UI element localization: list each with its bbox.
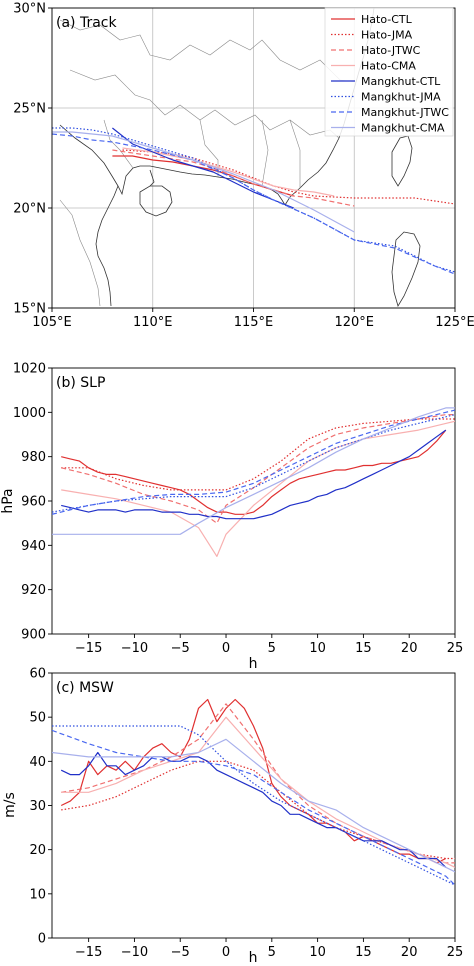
msw-y-tick-label: 20 — [29, 843, 46, 858]
track-y-tick-label: 20°N — [13, 202, 46, 217]
legend-label: Hato-CMA — [361, 60, 416, 73]
msw-x-tick-label: 15 — [355, 945, 372, 960]
track-x-tick-label: 115°E — [234, 315, 274, 330]
slp-series — [52, 407, 455, 558]
vietnam-coast — [95, 185, 119, 307]
track-x-tick-label: 125°E — [435, 315, 474, 330]
msw-x-tick-label: 0 — [222, 945, 230, 960]
slp-x-tick-label: −5 — [171, 641, 190, 656]
slp-panel: −15 −10 −5 0 5 10 15 20 25 900 920 940 960 980 1000 102… — [0, 362, 463, 673]
leizhou-peninsula — [149, 169, 155, 187]
luzon-island — [391, 231, 421, 307]
msw-series-mangkhut-jtwc — [52, 729, 455, 886]
slp-y-axis-label: hPa — [0, 488, 16, 513]
msw-y-tick-label: 50 — [29, 711, 46, 726]
taiwan-island — [391, 135, 413, 187]
slp-y-tick-label: 900 — [21, 628, 46, 643]
slp-series-mangkhut-ctl — [61, 429, 447, 520]
slp-y-tick-label: 920 — [21, 583, 46, 598]
track-x-tick-label: 105°E — [32, 315, 72, 330]
slp-y-tick-label: 960 — [21, 495, 46, 510]
track-panel-title: (a) Track — [56, 15, 117, 31]
slp-y-tick-label: 980 — [21, 450, 46, 465]
msw-x-tick-label: −15 — [75, 945, 102, 960]
msw-x-tick-label: −5 — [171, 945, 190, 960]
hainan-island — [139, 185, 173, 217]
msw-series — [52, 698, 455, 886]
msw-series-mangkhut-ctl — [60, 751, 447, 868]
slp-y-tick-label: 940 — [21, 539, 46, 554]
track-x-tick-label: 110°E — [133, 315, 173, 330]
msw-lines — [52, 698, 455, 886]
legend-label: Mangkhut-CTL — [361, 75, 441, 88]
legend-label: Hato-JMA — [361, 29, 413, 42]
legend-label: Hato-CTL — [361, 13, 413, 26]
track-ticks: 105°E 110°E 115°E 120°E 125°E 15°N 20°N 25°N 30°… — [13, 2, 474, 331]
slp-x-tick-label: 20 — [401, 641, 418, 656]
province-border-2 — [69, 69, 340, 139]
msw-ticks: −15 −10 −5 0 5 10 15 20 25 0 10 20 30 40 50 60 — [29, 667, 463, 961]
track-series — [52, 127, 455, 275]
slp-ticks: −15 −10 −5 0 5 10 15 20 25 900 920 940 960 980 1000 102… — [13, 362, 463, 657]
msw-x-tick-label: 25 — [447, 945, 464, 960]
msw-y-tick-label: 30 — [29, 799, 46, 814]
slp-y-tick-label: 1020 — [13, 362, 46, 377]
slp-panel-title: (b) SLP — [56, 375, 105, 391]
msw-x-axis-label: h — [249, 950, 258, 966]
msw-series-hato-jma — [61, 760, 455, 860]
msw-x-tick-label: −10 — [121, 945, 148, 960]
slp-series-hato-cma — [61, 420, 455, 558]
msw-x-tick-label: 5 — [268, 945, 276, 960]
track-legend: Hato-CTL Hato-JMA Hato-JTWC Hato-CMA Mangkhu… — [324, 7, 454, 137]
track-x-tick-label: 120°E — [334, 315, 374, 330]
slp-x-tick-label: 15 — [355, 641, 372, 656]
slp-series-mangkhut-cma — [52, 407, 455, 535]
msw-series-mangkhut-jma — [52, 725, 455, 886]
slp-x-axis-label: h — [249, 656, 258, 672]
msw-x-tick-label: 20 — [401, 945, 418, 960]
track-y-tick-label: 25°N — [13, 102, 46, 117]
slp-x-tick-label: 25 — [447, 641, 464, 656]
slp-x-tick-label: 0 — [222, 641, 230, 656]
laos-vietnam-border — [59, 199, 101, 307]
province-border-3 — [103, 119, 301, 188]
track-y-tick-label: 30°N — [13, 2, 46, 17]
msw-x-tick-label: 10 — [309, 945, 326, 960]
slp-x-tick-label: 5 — [268, 641, 276, 656]
slp-series-hato-ctl — [61, 429, 447, 515]
msw-y-tick-label: 0 — [38, 932, 46, 947]
track-series-hato-cma — [122, 147, 335, 197]
legend-label: Mangkhut-JMA — [361, 91, 441, 104]
msw-panel-title: (c) MSW — [56, 680, 114, 696]
msw-y-tick-label: 10 — [29, 887, 46, 902]
legend-label: Hato-JTWC — [361, 44, 421, 57]
track-series-hato-jtwc — [112, 149, 355, 207]
province-border-1 — [59, 19, 357, 83]
track-lines — [52, 127, 455, 275]
slp-lines — [52, 407, 455, 558]
msw-y-tick-label: 60 — [29, 667, 46, 682]
msw-y-tick-label: 40 — [29, 755, 46, 770]
slp-x-tick-label: 10 — [309, 641, 326, 656]
track-series-mangkhut-jtwc — [52, 133, 455, 275]
slp-y-tick-label: 1000 — [13, 406, 46, 421]
track-series-mangkhut-cma — [52, 131, 355, 233]
msw-series-mangkhut-cma — [52, 738, 455, 873]
track-y-tick-label: 15°N — [13, 302, 46, 317]
msw-y-axis-label: m/s — [2, 792, 18, 818]
slp-series-hato-jma — [61, 418, 455, 491]
legend-label: Mangkhut-JTWC — [361, 106, 449, 119]
legend-label: Mangkhut-CMA — [361, 122, 445, 135]
track-panel: 105°E 110°E 115°E 120°E 125°E 15°N 20°N 25°N 30°… — [13, 2, 474, 331]
legend-box — [324, 7, 454, 137]
slp-series-mangkhut-jma — [52, 414, 455, 513]
slp-x-tick-label: −15 — [75, 641, 102, 656]
slp-x-tick-label: −10 — [121, 641, 148, 656]
